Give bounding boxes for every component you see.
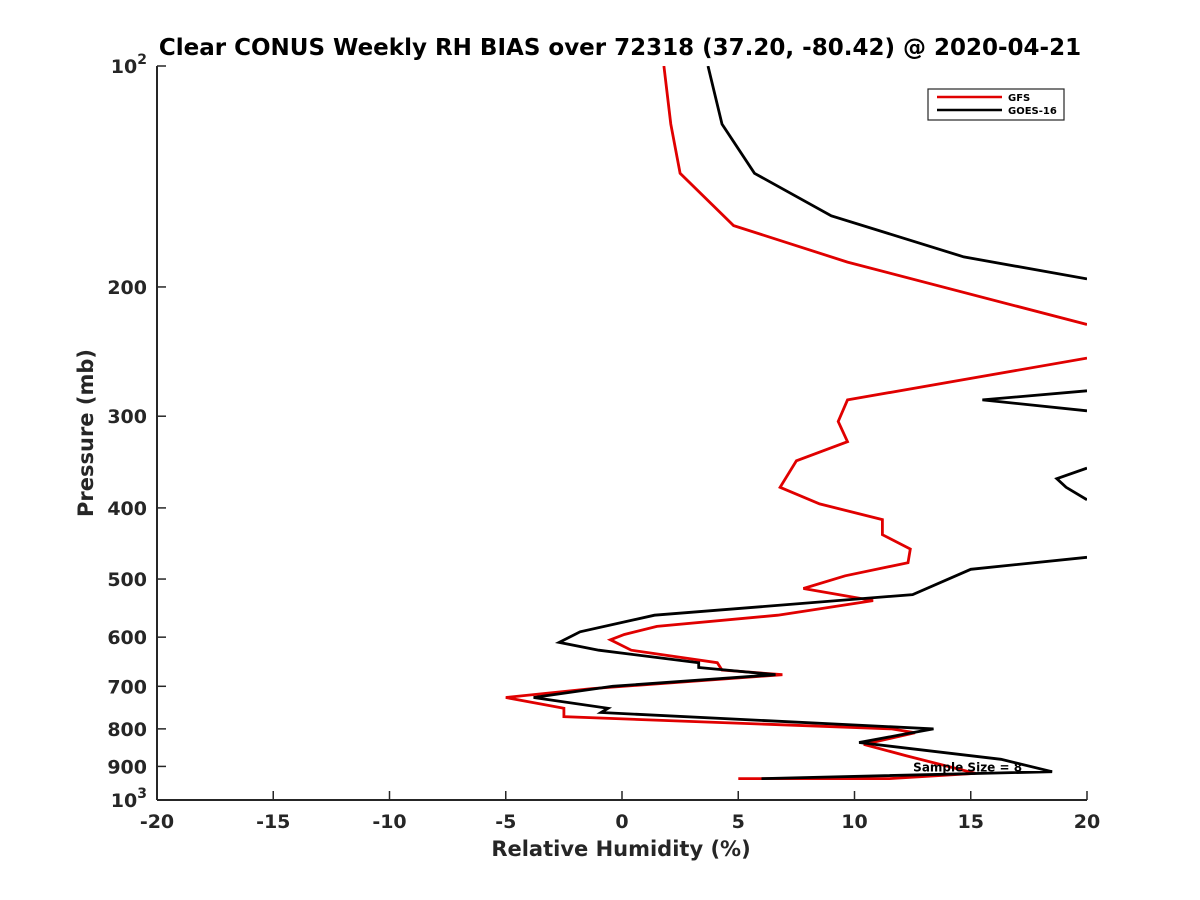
legend-box <box>927 88 1065 121</box>
x-axis-label: Relative Humidity (%) <box>491 837 750 861</box>
y-tick-label: 200 <box>107 277 147 299</box>
axes-layer: -20 -15 -10 -5 0 5 10 15 20 102 200 300 400 500 600 700… <box>107 52 1100 833</box>
legend-label-goes16: GOES-16 <box>1008 106 1057 117</box>
x-tick-label: 5 <box>732 811 745 833</box>
y-tick-label: 400 <box>107 498 147 520</box>
x-tick-label: 20 <box>1074 811 1100 833</box>
legend: GFS GOES-16 <box>927 88 1065 121</box>
sample-size-annotation: Sample Size = 8 <box>913 760 1022 774</box>
y-tick-label: 102 <box>111 52 147 78</box>
x-tick-label: 0 <box>615 811 628 833</box>
x-tick-label: -10 <box>372 811 406 833</box>
y-tick-label: 800 <box>107 719 147 741</box>
x-tick-label: 10 <box>841 811 867 833</box>
x-tick-label: 15 <box>958 811 984 833</box>
series-line-goes16 <box>533 66 1087 780</box>
y-tick-label: 500 <box>107 569 147 591</box>
legend-label-gfs: GFS <box>1008 93 1030 104</box>
y-tick-label: 600 <box>107 627 147 649</box>
x-tick-label: -5 <box>495 811 516 833</box>
y-tick-label: 900 <box>107 756 147 778</box>
series-layer <box>505 66 1087 780</box>
x-tick-label: -20 <box>140 811 174 833</box>
y-tick-label: 700 <box>107 676 147 698</box>
chart-title: Clear CONUS Weekly RH BIAS over 72318 (3… <box>159 35 1081 61</box>
y-tick-label: 103 <box>111 786 147 812</box>
y-axis-label: Pressure (mb) <box>74 349 98 517</box>
series-line-gfs <box>505 66 1087 780</box>
x-tick-label: -15 <box>256 811 290 833</box>
y-tick-label: 300 <box>107 406 147 428</box>
